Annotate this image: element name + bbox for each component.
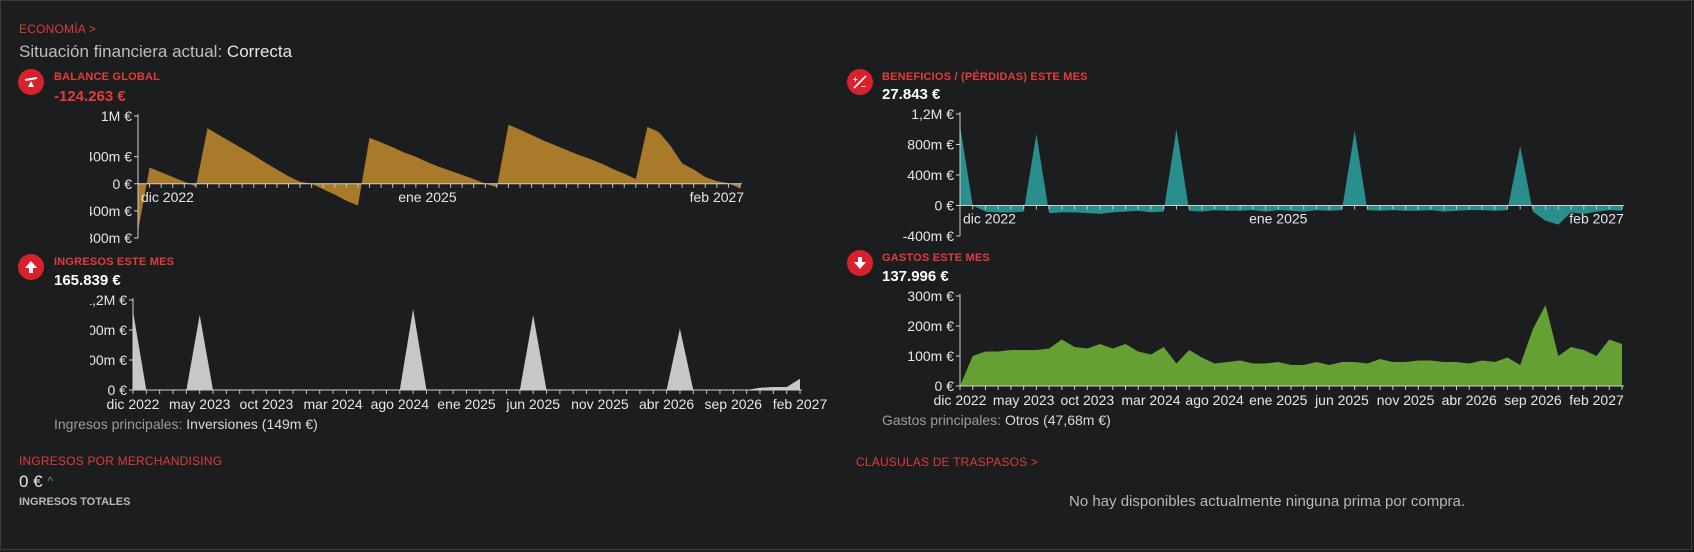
income-main-label: Ingresos principales:: [54, 416, 183, 432]
expenses-y-tick-label: 300m €: [907, 288, 954, 304]
profit-y-tick-label: 1,2M €: [911, 106, 954, 122]
profit-title: BENEFICIOS / (PÉRDIDAS) ESTE MES: [882, 71, 1088, 83]
income-chart: 1,2M € 800m € 400m € 0 €dic 2022 may 2023 oct…: [90, 292, 828, 412]
expenses-x-tick-label: mar 2024: [1121, 392, 1180, 408]
income-x-tick-label: sep 2026: [704, 396, 762, 412]
scale-icon: [18, 69, 44, 95]
expenses-x-tick-label: feb 2027: [1569, 392, 1624, 408]
profit-chart: 1,2M € 800m € 400m € 0 € -400m € dic 2022 ene …: [903, 106, 1624, 244]
expenses-main-label: Gastos principales:: [882, 412, 1002, 428]
merchandising-value: 0 €: [19, 472, 43, 491]
economy-section-link[interactable]: ECONOMÍA >: [19, 22, 97, 36]
income-x-tick-label: mar 2024: [304, 396, 363, 412]
expenses-x-tick-label: ago 2024: [1185, 392, 1244, 408]
expenses-main-source: Gastos principales: Otros (47,68m €): [882, 412, 1111, 428]
income-x-tick-label: oct 2023: [240, 396, 294, 412]
merchandising-value-row: 0 € ^: [19, 472, 53, 492]
income-y-tick-label: 400m €: [90, 352, 127, 368]
income-x-tick-label: jun 2025: [505, 396, 560, 412]
expenses-series-area: [960, 305, 1622, 386]
profit-x-tick-label: dic 2022: [963, 211, 1016, 227]
profit-y-tick-label: 0 €: [935, 198, 955, 214]
income-x-tick-label: abr 2026: [639, 396, 694, 412]
balance-value: -124.263 €: [54, 88, 126, 105]
expenses-x-tick-label: sep 2026: [1504, 392, 1562, 408]
balance-y-tick-label: 400m €: [90, 149, 132, 165]
balance-y-tick-label: 0 €: [113, 176, 133, 192]
profit-y-tick-label: 800m €: [907, 137, 954, 153]
merchandising-sub: INGRESOS TOTALES: [19, 496, 131, 508]
profit-value: 27.843 €: [882, 86, 941, 103]
balance-x-tick-label: dic 2022: [141, 189, 194, 205]
profit-y-tick-label: 400m €: [907, 167, 954, 183]
svg-text:+: +: [853, 75, 858, 84]
expenses-x-tick-label: dic 2022: [934, 392, 987, 408]
expenses-y-tick-label: 200m €: [907, 318, 954, 334]
transfers-empty-message: No hay disponibles actualmente ninguna p…: [1069, 493, 1466, 510]
income-main-source: Ingresos principales: Inversiones (149m …: [54, 416, 318, 432]
income-x-tick-label: dic 2022: [107, 396, 160, 412]
income-y-tick-label: 800m €: [90, 322, 127, 338]
profit-x-tick-label: feb 2027: [1569, 211, 1624, 227]
expenses-value: 137.996 €: [882, 268, 949, 285]
expenses-x-tick-label: may 2023: [993, 392, 1055, 408]
profit-y-tick-label: -400m €: [903, 228, 955, 244]
income-x-tick-label: may 2023: [169, 396, 231, 412]
income-y-tick-label: 0 €: [108, 382, 128, 398]
income-value: 165.839 €: [54, 272, 121, 289]
income-x-tick-label: ago 2024: [371, 396, 430, 412]
income-series-area: [133, 309, 800, 390]
balance-chart: 1M € 400m € 0 € -400m € -800m € dic 2022 ene 2…: [90, 108, 745, 246]
income-title: INGRESOS ESTE MES: [54, 256, 175, 268]
balance-series-area: [138, 124, 740, 232]
expenses-title: GASTOS ESTE MES: [882, 252, 990, 264]
expenses-x-tick-label: jun 2025: [1314, 392, 1369, 408]
income-y-tick-label: 1,2M €: [90, 292, 127, 308]
expenses-x-tick-label: oct 2023: [1060, 392, 1114, 408]
income-main-value: Inversiones (149m €): [186, 416, 318, 432]
expenses-y-tick-label: 100m €: [907, 348, 954, 364]
balance-x-tick-label: ene 2025: [398, 189, 457, 205]
svg-text:−: −: [861, 82, 866, 90]
financial-status: Situación financiera actual: Correcta: [19, 42, 292, 62]
balance-y-tick-label: 1M €: [101, 108, 132, 124]
balance-x-tick-label: feb 2027: [690, 189, 745, 205]
income-x-tick-label: nov 2025: [571, 396, 629, 412]
financial-status-label: Situación financiera actual:: [19, 42, 223, 61]
expenses-main-value: Otros (47,68m €): [1004, 412, 1111, 428]
expenses-y-tick-label: 0 €: [935, 378, 955, 394]
expenses-chart: 300m € 200m € 100m € 0 €dic 2022 may 2023 oct…: [907, 288, 1624, 408]
arrow-up-icon: [18, 254, 44, 280]
expenses-x-tick-label: abr 2026: [1442, 392, 1497, 408]
expenses-x-tick-label: ene 2025: [1249, 392, 1308, 408]
balance-title: BALANCE GLOBAL: [54, 71, 161, 83]
arrow-down-icon: [847, 250, 873, 276]
expenses-x-tick-label: nov 2025: [1377, 392, 1435, 408]
chevron-up-icon: ^: [47, 474, 54, 488]
plus-minus-icon: + −: [847, 69, 873, 95]
balance-y-tick-label: -800m €: [90, 230, 132, 246]
merchandising-link[interactable]: INGRESOS POR MERCHANDISING: [19, 454, 223, 468]
balance-y-tick-label: -400m €: [90, 203, 132, 219]
profit-x-tick-label: ene 2025: [1249, 211, 1308, 227]
income-x-tick-label: ene 2025: [437, 396, 496, 412]
income-x-tick-label: feb 2027: [773, 396, 828, 412]
financial-status-value: Correcta: [226, 42, 293, 61]
transfer-clauses-link[interactable]: CLÁUSULAS DE TRASPASOS >: [856, 455, 1039, 469]
profit-series-area: [960, 125, 1622, 225]
